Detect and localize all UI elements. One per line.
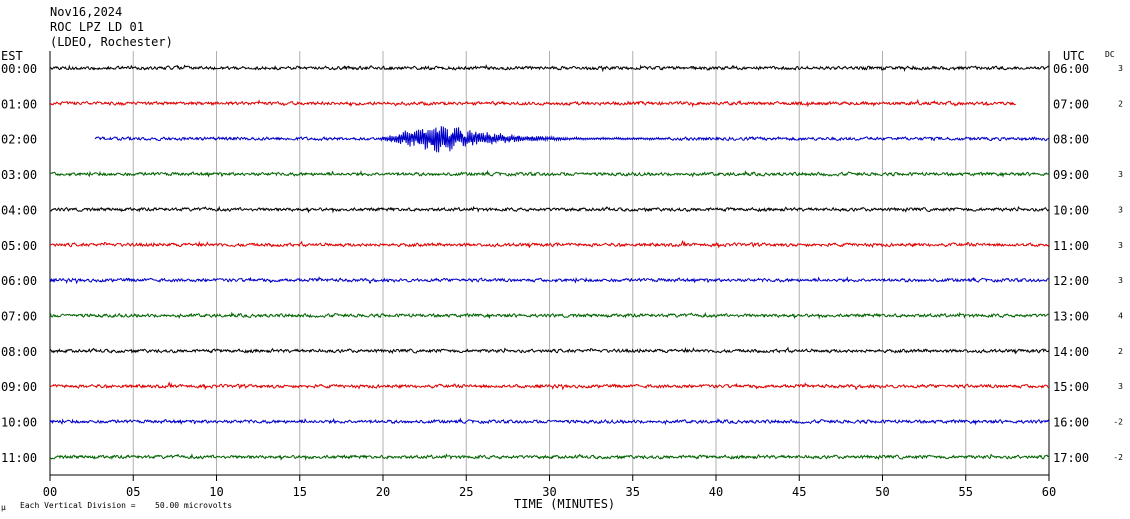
trace-line <box>49 239 1050 249</box>
est-hour-label: 00:00 <box>1 62 37 76</box>
utc-hour-label: 12:00 <box>1053 274 1089 288</box>
trace-line <box>50 169 1050 178</box>
est-hour-label: 03:00 <box>1 168 37 182</box>
x-tick-label: 40 <box>709 485 723 499</box>
est-hour-label: 02:00 <box>1 133 37 147</box>
dc-offset-label: 3 <box>1118 382 1123 391</box>
x-tick-label: 35 <box>626 485 640 499</box>
x-tick-label: 55 <box>959 485 973 499</box>
utc-hour-label: 16:00 <box>1053 416 1089 430</box>
utc-hour-label: 08:00 <box>1053 133 1089 147</box>
utc-label: UTC <box>1063 49 1085 63</box>
dc-offset-label: 2 <box>1118 99 1123 108</box>
dc-offset-label: 3 <box>1118 170 1123 179</box>
dc-offset-label: 3 <box>1118 205 1123 214</box>
est-hour-label: 05:00 <box>1 239 37 253</box>
x-tick-label: 25 <box>459 485 473 499</box>
x-tick-label: 05 <box>126 485 140 499</box>
est-hour-label: 04:00 <box>1 203 37 217</box>
dc-offset-label: 3 <box>1118 276 1123 285</box>
utc-hour-label: 17:00 <box>1053 451 1089 465</box>
trace-line <box>49 453 1050 461</box>
date-label: Nov16,2024 <box>50 5 123 19</box>
utc-hour-label: 10:00 <box>1053 203 1089 217</box>
trace-line <box>94 126 1050 153</box>
est-hour-label: 07:00 <box>1 310 37 324</box>
utc-hour-label: 14:00 <box>1053 345 1089 359</box>
dc-label: DC <box>1105 50 1115 59</box>
utc-hour-label: 07:00 <box>1053 97 1089 111</box>
dc-offset-label: -2 <box>1113 418 1123 427</box>
x-tick-label: 30 <box>542 485 556 499</box>
est-hour-label: 06:00 <box>1 274 37 288</box>
dc-offset-label: 3 <box>1118 64 1123 73</box>
trace-line <box>49 98 1016 108</box>
dc-offset-label: -2 <box>1113 453 1123 462</box>
est-hour-label: 10:00 <box>1 416 37 430</box>
station-label: ROC LPZ LD 01 <box>50 20 144 34</box>
microvolt-mark: μ <box>1 503 6 512</box>
division-value: 50.00 microvolts <box>155 501 233 510</box>
utc-hour-label: 11:00 <box>1053 239 1089 253</box>
x-tick-label: 45 <box>792 485 806 499</box>
x-tick-label: 15 <box>293 485 307 499</box>
x-tick-label: 10 <box>209 485 223 499</box>
dc-offset-label: 2 <box>1118 347 1123 356</box>
trace-line <box>49 64 1050 73</box>
x-tick-label: 00 <box>43 485 57 499</box>
trace-line <box>49 275 1050 285</box>
est-hour-label: 01:00 <box>1 97 37 111</box>
trace-line <box>49 417 1050 426</box>
trace-line <box>49 205 1050 214</box>
x-tick-label: 50 <box>875 485 889 499</box>
division-text: Each Vertical Division = <box>20 501 136 510</box>
x-axis-title: TIME (MINUTES) <box>514 497 616 511</box>
est-hour-label: 08:00 <box>1 345 37 359</box>
network-label: (LDEO, Rochester) <box>50 35 173 49</box>
trace-line <box>49 311 1050 320</box>
est-hour-label: 09:00 <box>1 380 37 394</box>
est-label: EST <box>1 49 23 63</box>
trace-line <box>49 346 1050 355</box>
dc-offset-label: 4 <box>1118 312 1123 321</box>
trace-line <box>49 381 1050 391</box>
x-tick-label: 60 <box>1042 485 1056 499</box>
x-tick-label: 20 <box>376 485 390 499</box>
utc-hour-label: 13:00 <box>1053 310 1089 324</box>
est-hour-label: 11:00 <box>1 451 37 465</box>
utc-hour-label: 15:00 <box>1053 380 1089 394</box>
dc-offset-label: 3 <box>1118 241 1123 250</box>
utc-hour-label: 06:00 <box>1053 62 1089 76</box>
utc-hour-label: 09:00 <box>1053 168 1089 182</box>
